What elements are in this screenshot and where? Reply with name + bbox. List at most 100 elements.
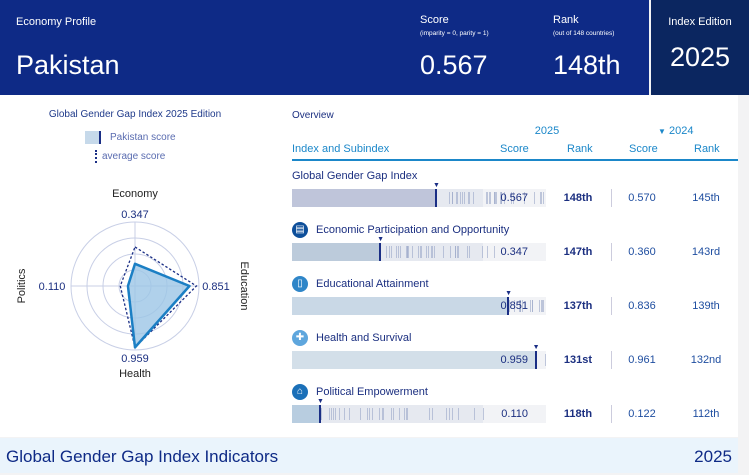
distribution-tick <box>339 408 341 420</box>
col-score-prev: Score <box>629 143 658 155</box>
footer-title: Global Gender Gap Index Indicators <box>6 447 279 466</box>
indicators-footer: Global Gender Gap Index Indicators 2025 <box>0 438 738 473</box>
distribution-tick <box>452 408 454 420</box>
distribution-tick <box>395 246 397 258</box>
legend-country-swatch <box>85 131 101 144</box>
distribution-tick <box>541 300 543 312</box>
distribution-tick <box>429 408 431 420</box>
distribution-tick <box>399 408 401 420</box>
rank-value: 131st <box>563 354 593 366</box>
prev-rank-value: 132nd <box>690 354 722 366</box>
year-prev-label: 2024 <box>668 125 694 137</box>
col-score: Score <box>500 143 529 155</box>
col-index: Index and Subindex <box>292 143 390 155</box>
distribution-tick <box>389 246 391 258</box>
distribution-tick <box>427 246 429 258</box>
main-content <box>0 95 738 437</box>
distribution-tick <box>407 246 409 258</box>
distribution-tick <box>431 246 433 258</box>
value-label-economy: 0.347 <box>121 209 149 221</box>
rank-value: 118th <box>563 408 593 420</box>
score-note: (imparity = 0, parity = 1) <box>420 30 489 37</box>
col-rank-prev: Rank <box>694 143 720 155</box>
column-divider <box>611 297 612 315</box>
distribution-tick <box>348 408 350 420</box>
bar-fill <box>292 351 536 369</box>
country-name: Pakistan <box>16 50 120 80</box>
distribution-tick <box>405 408 407 420</box>
distribution-tick <box>420 246 422 258</box>
section-label: Economy Profile <box>16 16 97 28</box>
distribution-tick <box>403 408 405 420</box>
column-divider <box>611 405 612 423</box>
distribution-tick <box>542 300 544 312</box>
distribution-tick <box>463 192 465 204</box>
distribution-tick <box>458 408 460 420</box>
distribution-tick <box>368 408 370 420</box>
year-current: 2025 <box>534 125 560 137</box>
distribution-tick <box>538 300 540 312</box>
book-icon: ▯ <box>292 276 308 292</box>
distribution-tick <box>457 246 459 258</box>
distribution-tick <box>452 192 454 204</box>
score-marker <box>379 243 382 261</box>
distribution-tick <box>495 192 497 204</box>
distribution-tick <box>426 246 428 258</box>
distribution-tick <box>486 246 488 258</box>
distribution-tick <box>522 300 524 312</box>
distribution-tick <box>469 246 471 258</box>
distribution-tick <box>523 192 525 204</box>
prev-score-value: 0.836 <box>628 300 656 312</box>
distribution-tick <box>449 192 451 204</box>
distribution-tick <box>405 246 407 258</box>
score-marker <box>507 297 510 315</box>
distribution-tick <box>467 246 469 258</box>
distribution-tick <box>531 300 533 312</box>
distribution-tick <box>321 408 323 420</box>
overview-title: Overview <box>292 110 334 121</box>
bar-fill <box>292 405 320 423</box>
down-triangle-icon: ▼ <box>658 127 666 136</box>
score-bar <box>292 189 546 207</box>
axis-label-health: Health <box>119 368 151 380</box>
distribution-tick <box>495 192 497 204</box>
distribution-tick <box>343 408 345 420</box>
distribution-tick <box>539 192 541 204</box>
distribution-tick <box>458 246 460 258</box>
distribution-tick <box>449 408 451 420</box>
distribution-tick <box>504 192 506 204</box>
header-banner: Economy Profile Pakistan Score (imparity… <box>0 0 649 95</box>
year-prev: ▼ 2024 <box>658 125 693 137</box>
distribution-tick <box>460 192 462 204</box>
score-value: 0.567 <box>500 192 528 204</box>
distribution-tick <box>500 192 502 204</box>
distribution-tick <box>418 246 420 258</box>
distribution-tick <box>382 408 384 420</box>
score-bar <box>292 297 546 315</box>
overall-rank: 148th <box>553 50 621 80</box>
rank-value: 137th <box>563 300 593 312</box>
distribution-tick <box>443 246 445 258</box>
prev-rank-value: 112th <box>692 408 720 420</box>
distribution-tick <box>509 300 511 312</box>
distribution-tick <box>434 246 436 258</box>
distribution-tick <box>514 300 516 312</box>
bar-fill <box>292 297 509 315</box>
distribution-tick <box>482 408 484 420</box>
distribution-tick <box>462 192 464 204</box>
distribution-tick <box>486 192 488 204</box>
distribution-tick <box>335 408 337 420</box>
distribution-tick <box>379 408 381 420</box>
economy-icon: ▤ <box>292 222 308 238</box>
score-value: 0.959 <box>500 354 528 366</box>
distribution-tick <box>529 300 531 312</box>
edition-label: Index Edition <box>668 16 732 28</box>
prev-rank-value: 143rd <box>691 246 721 258</box>
distribution-tick <box>382 408 384 420</box>
score-marker <box>435 189 438 207</box>
distribution-tick <box>385 246 387 258</box>
distribution-tick <box>333 408 335 420</box>
average-marker-icon: ▼ <box>433 182 440 189</box>
distribution-tick <box>412 246 414 258</box>
score-bar <box>292 243 546 261</box>
